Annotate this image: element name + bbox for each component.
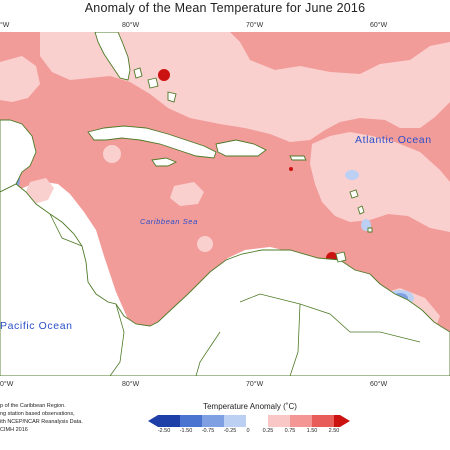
legend-label-4: -0.25 <box>223 428 237 434</box>
legend-label-2: -1.50 <box>179 428 193 434</box>
top-tick-left-edge: °W <box>0 22 10 29</box>
anomaly-patch-east <box>310 132 450 232</box>
legend-swatch-8 <box>312 415 334 427</box>
anomaly-patch-small-2 <box>197 236 213 252</box>
legend-swatch-7 <box>290 415 312 427</box>
bottom-tick-left-edge: 0°W <box>0 381 14 388</box>
land-trinidad <box>335 251 347 263</box>
bottom-tick-70w: 70°W <box>246 381 264 388</box>
land-bahamas-2 <box>147 77 159 89</box>
legend-swatch-4 <box>224 415 246 427</box>
credit-line-1: p of the Caribbean Region. <box>0 403 66 409</box>
country-borders <box>49 213 421 376</box>
land-martinique <box>357 205 365 215</box>
warm-hotspot-small <box>289 167 293 171</box>
legend-arrow-cold <box>148 415 158 427</box>
legend-swatch-3 <box>202 415 224 427</box>
credit-line-4: CIMH 2016 <box>0 427 28 433</box>
atlantic-ocean-label: Atlantic Ocean <box>355 134 432 146</box>
land-guadeloupe <box>349 189 359 199</box>
pacific-ocean-label: Pacific Ocean <box>0 320 73 332</box>
anomaly-map <box>0 32 450 376</box>
anomaly-patch-north <box>40 32 450 142</box>
legend-label-9: 2.50 <box>328 428 340 434</box>
legend-label-7: 0.75 <box>284 428 296 434</box>
legend-label-1: -2.50 <box>157 428 171 434</box>
land-florida <box>94 32 131 81</box>
legend-label-8: 1.50 <box>306 428 318 434</box>
caribbean-sea-label: Caribbean Sea <box>140 217 198 226</box>
land-central-america <box>0 183 450 376</box>
land-jamaica <box>151 157 178 167</box>
top-tick-80w: 80°W <box>122 22 140 29</box>
legend-title: Temperature Anomaly (˚C) <box>203 402 297 411</box>
credit-line-3: ith NCEP/NCAR Reanalysis Data. <box>0 419 83 425</box>
anomaly-patch-gulf <box>0 56 40 102</box>
anomaly-patch-small-1 <box>103 145 121 163</box>
legend-swatch-2 <box>180 415 202 427</box>
anomaly-map-svg <box>0 32 450 376</box>
land-bahamas-3 <box>167 91 177 103</box>
legend-colorbar <box>148 415 350 427</box>
legend-swatch-1 <box>158 415 180 427</box>
top-tick-70w: 70°W <box>246 22 264 29</box>
warm-hotspot-bahamas <box>158 69 170 81</box>
top-tick-60w: 60°W <box>370 22 388 29</box>
cool-anomaly-antilles <box>345 170 359 180</box>
credit-line-2: ng station based observations, <box>0 411 75 417</box>
anomaly-patch-central <box>170 182 204 206</box>
map-title: Anomaly of the Mean Temperature for June… <box>84 1 366 15</box>
legend-swatch-5 <box>246 415 268 427</box>
legend-swatch-6 <box>268 415 290 427</box>
legend-label-5: 0 <box>246 428 250 434</box>
land-puerto-rico <box>289 155 307 161</box>
legend-label-3: -0.75 <box>201 428 215 434</box>
bottom-tick-60w: 60°W <box>370 381 388 388</box>
land-masses <box>0 32 450 376</box>
legend-arrow-warm <box>340 415 350 427</box>
legend-swatch-9 <box>334 415 340 427</box>
land-barbados <box>367 227 373 233</box>
bottom-tick-80w: 80°W <box>122 381 140 388</box>
land-bahamas-1 <box>133 67 143 79</box>
anomaly-patch-west <box>24 178 54 204</box>
land-cuba <box>87 125 217 159</box>
land-hispaniola <box>215 139 267 157</box>
legend-label-6: 0.25 <box>262 428 274 434</box>
